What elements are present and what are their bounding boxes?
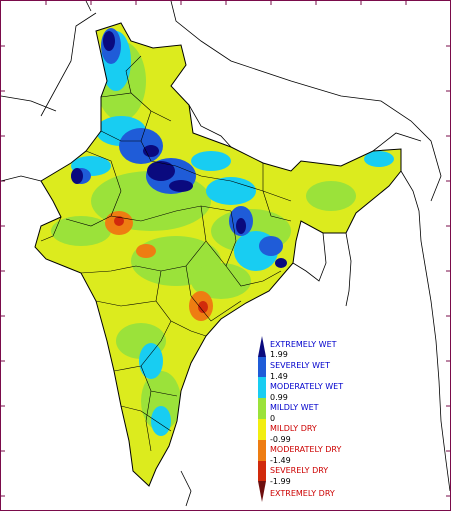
legend-threshold-1: 1.99 — [270, 350, 288, 359]
legend-label-severely-dry: SEVERELY DRY — [270, 466, 329, 475]
legend-label-moderately-dry: MODERATELY DRY — [270, 445, 342, 454]
legend-label-extremely-dry: EXTREMELY DRY — [270, 489, 335, 498]
legend-swatch-mildly-dry — [258, 419, 266, 440]
legend-swatch-moderately-wet — [258, 377, 266, 398]
legend-swatch-mildly-wet — [258, 398, 266, 419]
india-outline — [34, 22, 402, 487]
frame-ticks — [1, 1, 450, 497]
state-boundaries — [40, 55, 292, 452]
legend-colorbar — [258, 336, 266, 502]
legend-threshold-5: -0.99 — [270, 435, 291, 444]
legend-swatch-extremely-dry — [258, 481, 266, 502]
legend-threshold-3: 0.99 — [270, 393, 288, 402]
legend-swatch-moderately-dry — [258, 440, 266, 461]
legend-swatch-severely-dry — [258, 461, 266, 481]
legend-label-severely-wet: SEVERELY WET — [270, 361, 330, 370]
legend-threshold-4: 0 — [270, 414, 276, 423]
legend-label-mildly-dry: MILDLY DRY — [270, 424, 317, 433]
legend-swatch-extremely-wet — [258, 336, 266, 357]
legend-label-mildly-wet: MILDLY WET — [270, 403, 319, 412]
legend-swatch-severely-wet — [258, 357, 266, 377]
legend-threshold-7: -1.99 — [270, 477, 291, 486]
legend-label-moderately-wet: MODERATELY WET — [270, 382, 344, 391]
legend-threshold-6: -1.49 — [270, 456, 291, 465]
legend-threshold-2: 1.49 — [270, 372, 288, 381]
spi-legend: EXTREMELY WET 1.99 SEVERELY WET 1.49 MOD… — [255, 334, 375, 506]
legend-label-extremely-wet: EXTREMELY WET — [270, 340, 337, 349]
